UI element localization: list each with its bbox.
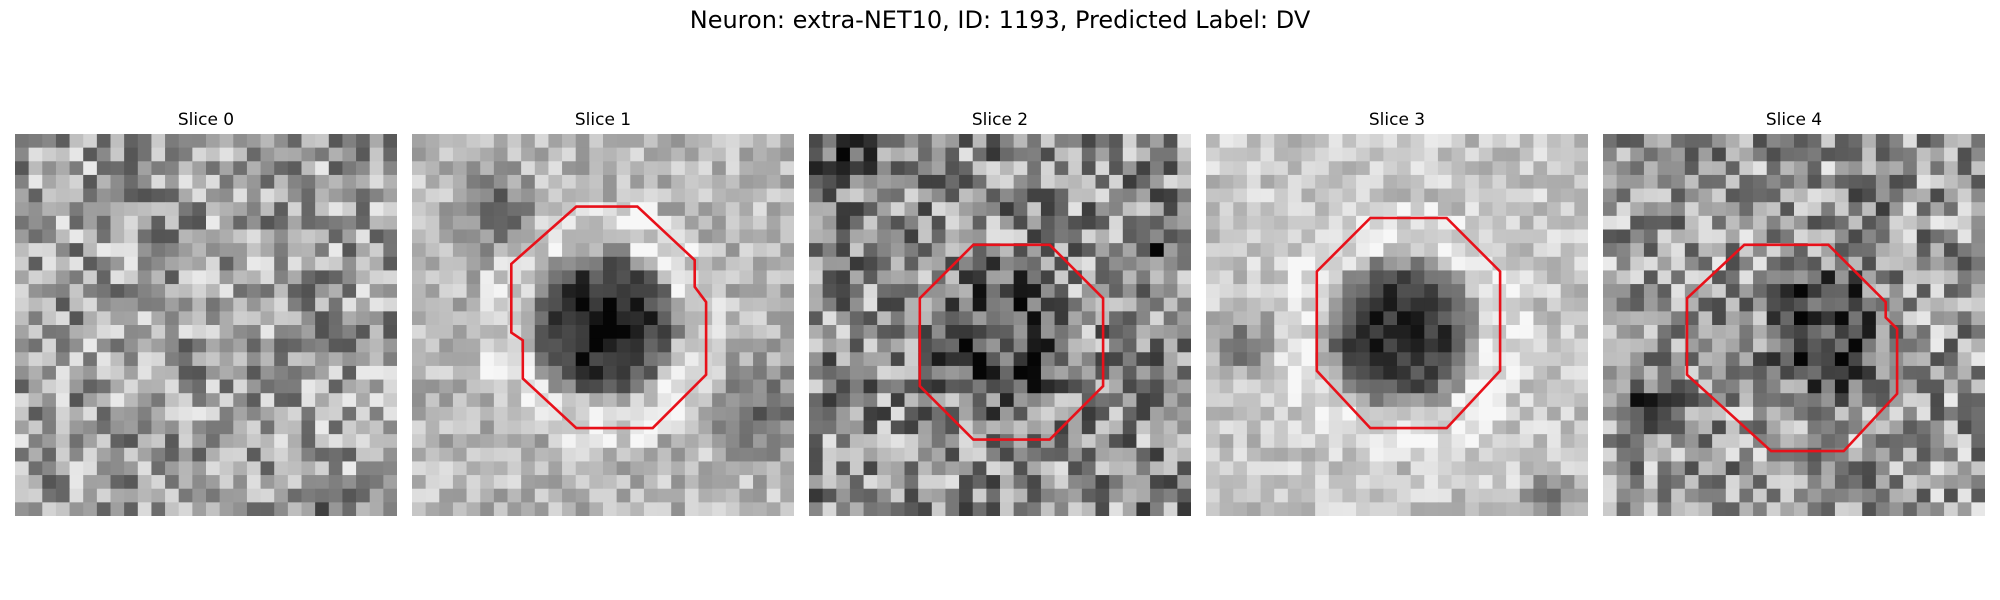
slice-panel-4: Slice 4 — [1603, 110, 1985, 520]
pixel-grid — [1603, 134, 1985, 516]
slice-panel-3: Slice 3 — [1206, 110, 1588, 520]
pixel-grid — [1206, 134, 1588, 516]
slice-title: Slice 4 — [1765, 110, 1823, 130]
slice-title: Slice 0 — [177, 110, 235, 130]
pixel-grid — [412, 134, 794, 516]
neuron-contour — [1315, 216, 1502, 430]
slice-image — [412, 134, 794, 516]
slice-image — [1603, 134, 1985, 516]
pixel-grid — [15, 134, 397, 516]
slice-image — [809, 134, 1191, 516]
slice-panel-1: Slice 1 — [412, 110, 794, 520]
neuron-contour — [1685, 243, 1899, 453]
slice-image — [15, 134, 397, 516]
slice-image — [1206, 134, 1588, 516]
figure-title: Neuron: extra-NET10, ID: 1193, Predicted… — [689, 6, 1311, 34]
slice-title: Slice 1 — [574, 110, 632, 130]
pixel-grid — [809, 134, 1191, 516]
slice-title: Slice 3 — [1368, 110, 1426, 130]
neuron-contour — [918, 243, 1105, 441]
slice-panel-0: Slice 0 — [15, 110, 397, 520]
slice-panel-2: Slice 2 — [809, 110, 1191, 520]
slice-title: Slice 2 — [971, 110, 1029, 130]
neuron-contour — [510, 205, 708, 430]
